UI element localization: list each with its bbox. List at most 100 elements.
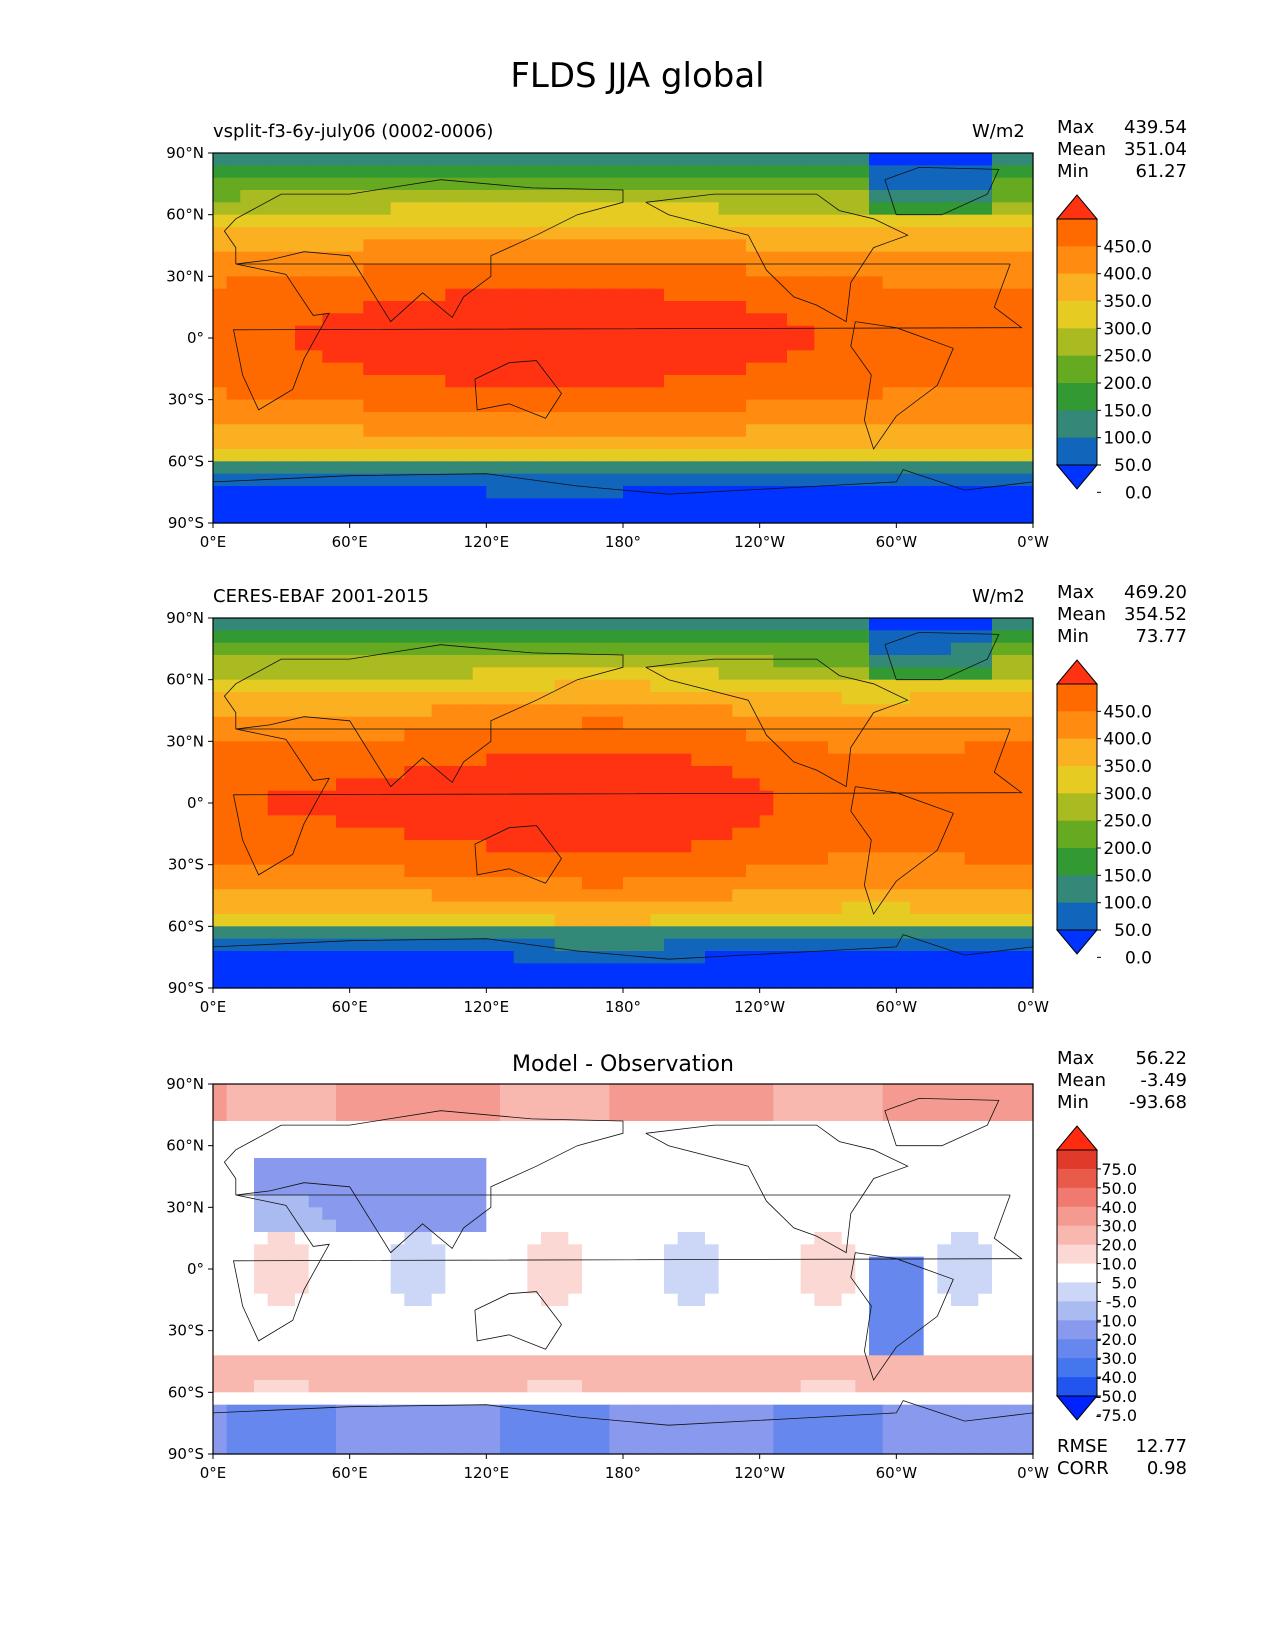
field-cell xyxy=(445,630,460,644)
field-cell xyxy=(486,251,501,265)
field-cell xyxy=(363,877,378,890)
field-cell xyxy=(418,630,433,644)
field-cell xyxy=(937,165,952,179)
field-cell xyxy=(814,375,829,388)
field-cell xyxy=(404,1207,419,1221)
field-cell xyxy=(609,1256,624,1270)
colorbar-segment xyxy=(1057,875,1097,904)
field-cell xyxy=(664,889,679,903)
field-cell xyxy=(664,165,679,179)
field-cell xyxy=(418,1318,433,1332)
field-cell xyxy=(650,1244,665,1258)
field-cell xyxy=(267,153,282,166)
field-cell xyxy=(336,1306,351,1319)
field-cell xyxy=(773,412,788,425)
field-cell xyxy=(896,852,911,866)
field-cell xyxy=(992,1293,1007,1307)
field-cell xyxy=(732,840,747,853)
field-cell xyxy=(650,1256,665,1270)
field-cell xyxy=(800,350,815,364)
field-cell xyxy=(937,642,952,656)
field-cell xyxy=(636,301,651,314)
field-cell xyxy=(1005,1121,1020,1134)
field-cell xyxy=(841,815,856,829)
field-cell xyxy=(336,630,351,644)
field-cell xyxy=(800,498,815,512)
field-cell xyxy=(691,350,706,364)
field-cell xyxy=(527,1330,542,1344)
field-cell xyxy=(418,276,433,290)
field-cell xyxy=(1005,1170,1020,1184)
field-cell xyxy=(472,153,487,166)
field-cell xyxy=(896,729,911,742)
field-cell xyxy=(363,1084,378,1097)
field-cell xyxy=(295,214,310,228)
field-cell xyxy=(445,914,460,927)
field-cell xyxy=(759,827,774,841)
field-cell xyxy=(254,1281,269,1295)
field-cell xyxy=(390,473,405,487)
field-cell xyxy=(691,655,706,668)
field-cell xyxy=(1005,741,1020,755)
field-cell xyxy=(418,1232,433,1245)
field-cell xyxy=(978,1133,993,1147)
field-cell xyxy=(486,165,501,179)
field-cell xyxy=(390,362,405,376)
field-cell xyxy=(828,436,843,450)
field-cell xyxy=(650,325,665,339)
field-cell xyxy=(472,790,487,804)
field-cell xyxy=(732,951,747,964)
field-cell xyxy=(281,852,296,866)
panel-units: W/m2 xyxy=(972,586,1025,607)
field-cell xyxy=(431,1269,446,1282)
field-cell xyxy=(513,276,528,290)
field-cell xyxy=(267,1318,282,1332)
field-cell xyxy=(664,449,679,462)
field-cell xyxy=(677,901,692,915)
field-cell xyxy=(910,1170,925,1184)
field-cell xyxy=(1019,473,1034,487)
field-cell xyxy=(445,951,460,964)
field-cell xyxy=(445,1330,460,1344)
field-cell xyxy=(882,375,897,388)
field-cell xyxy=(513,914,528,927)
field-cell xyxy=(377,350,392,364)
field-cell xyxy=(582,803,597,816)
lat-tick-label: 30°S xyxy=(168,856,204,874)
field-cell xyxy=(677,753,692,767)
field-cell xyxy=(992,692,1007,705)
field-cell xyxy=(746,1318,761,1332)
field-cell xyxy=(691,1195,706,1208)
field-cell xyxy=(404,190,419,203)
field-cell xyxy=(841,375,856,388)
field-cell xyxy=(582,1306,597,1319)
field-cell xyxy=(295,1096,310,1110)
field-cell xyxy=(787,679,802,693)
field-cell xyxy=(267,1306,282,1319)
field-cell xyxy=(910,1145,925,1159)
field-cell xyxy=(759,1318,774,1332)
field-cell xyxy=(896,251,911,265)
field-cell xyxy=(841,1145,856,1159)
field-cell xyxy=(254,1306,269,1319)
field-cell xyxy=(595,387,610,401)
field-cell xyxy=(910,190,925,203)
field-cell xyxy=(951,827,966,841)
field-cell xyxy=(759,1121,774,1134)
field-cell xyxy=(636,412,651,425)
field-cell xyxy=(705,753,720,767)
field-cell xyxy=(418,1108,433,1122)
field-cell xyxy=(267,963,282,977)
field-cell xyxy=(636,153,651,166)
field-cell xyxy=(759,803,774,816)
field-cell xyxy=(568,926,583,940)
field-cell xyxy=(787,877,802,890)
field-cell xyxy=(213,362,228,376)
field-cell xyxy=(500,1281,515,1295)
field-cell xyxy=(513,1170,528,1184)
field-cell xyxy=(349,1219,364,1233)
field-cell xyxy=(431,815,446,829)
field-cell xyxy=(254,667,269,681)
field-cell xyxy=(923,741,938,755)
field-cell xyxy=(609,264,624,277)
